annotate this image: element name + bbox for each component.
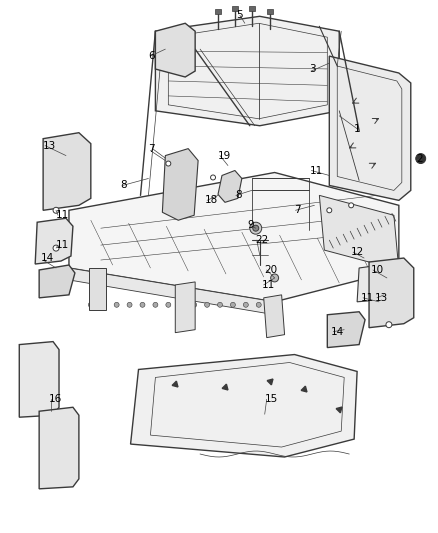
Polygon shape (175, 282, 195, 333)
Polygon shape (69, 173, 399, 302)
Text: 16: 16 (49, 394, 62, 405)
Circle shape (218, 302, 223, 308)
Circle shape (166, 302, 171, 308)
Circle shape (53, 207, 59, 213)
Text: 14: 14 (331, 327, 345, 337)
Polygon shape (329, 56, 411, 200)
Text: 11: 11 (56, 240, 69, 250)
Circle shape (256, 302, 261, 308)
Polygon shape (131, 354, 357, 457)
Circle shape (327, 208, 332, 213)
Polygon shape (249, 6, 255, 11)
Circle shape (53, 245, 59, 251)
Circle shape (205, 302, 209, 308)
Circle shape (230, 302, 235, 308)
Text: 5: 5 (237, 10, 243, 20)
Circle shape (140, 302, 145, 308)
Circle shape (250, 222, 262, 234)
Circle shape (114, 302, 119, 308)
Text: 7: 7 (294, 205, 301, 215)
Polygon shape (357, 264, 393, 302)
Circle shape (386, 322, 392, 328)
Text: 3: 3 (309, 64, 316, 74)
Text: 7: 7 (148, 143, 155, 154)
Polygon shape (369, 258, 414, 328)
Text: 18: 18 (205, 196, 218, 205)
Circle shape (101, 302, 106, 308)
Text: 11: 11 (361, 293, 374, 303)
Polygon shape (162, 149, 198, 220)
Text: 10: 10 (371, 265, 384, 275)
Text: 11: 11 (309, 166, 323, 175)
Polygon shape (327, 312, 365, 348)
Circle shape (166, 161, 171, 166)
Polygon shape (39, 265, 75, 298)
Polygon shape (232, 6, 238, 11)
Polygon shape (155, 23, 195, 77)
Circle shape (211, 175, 215, 180)
Text: 2: 2 (417, 154, 424, 164)
Circle shape (88, 302, 93, 308)
Circle shape (179, 302, 184, 308)
Circle shape (349, 203, 353, 208)
Text: 15: 15 (265, 394, 278, 405)
Circle shape (271, 274, 279, 282)
Polygon shape (69, 268, 275, 315)
Text: 11: 11 (262, 280, 275, 290)
Text: 11: 11 (56, 210, 69, 220)
Polygon shape (267, 10, 273, 14)
Polygon shape (319, 196, 399, 270)
Circle shape (127, 302, 132, 308)
Circle shape (253, 225, 259, 231)
Text: 6: 6 (148, 51, 155, 61)
Text: 19: 19 (218, 151, 231, 160)
Polygon shape (155, 17, 339, 126)
Text: 1: 1 (354, 124, 361, 134)
Text: 8: 8 (120, 181, 127, 190)
Circle shape (153, 302, 158, 308)
Text: 13: 13 (375, 293, 388, 303)
Circle shape (244, 302, 248, 308)
Text: 14: 14 (41, 253, 54, 263)
Polygon shape (215, 10, 221, 14)
Text: 8: 8 (235, 190, 241, 200)
Text: 20: 20 (265, 265, 278, 275)
Text: 13: 13 (43, 141, 57, 151)
Polygon shape (19, 342, 59, 417)
Text: 12: 12 (351, 247, 364, 257)
Polygon shape (218, 171, 242, 203)
Polygon shape (43, 133, 91, 211)
Polygon shape (264, 295, 285, 337)
Text: 9: 9 (248, 220, 254, 230)
Circle shape (192, 302, 197, 308)
Polygon shape (35, 218, 73, 264)
Circle shape (416, 154, 426, 164)
Polygon shape (89, 268, 106, 310)
Polygon shape (39, 407, 79, 489)
Text: 22: 22 (255, 235, 268, 245)
